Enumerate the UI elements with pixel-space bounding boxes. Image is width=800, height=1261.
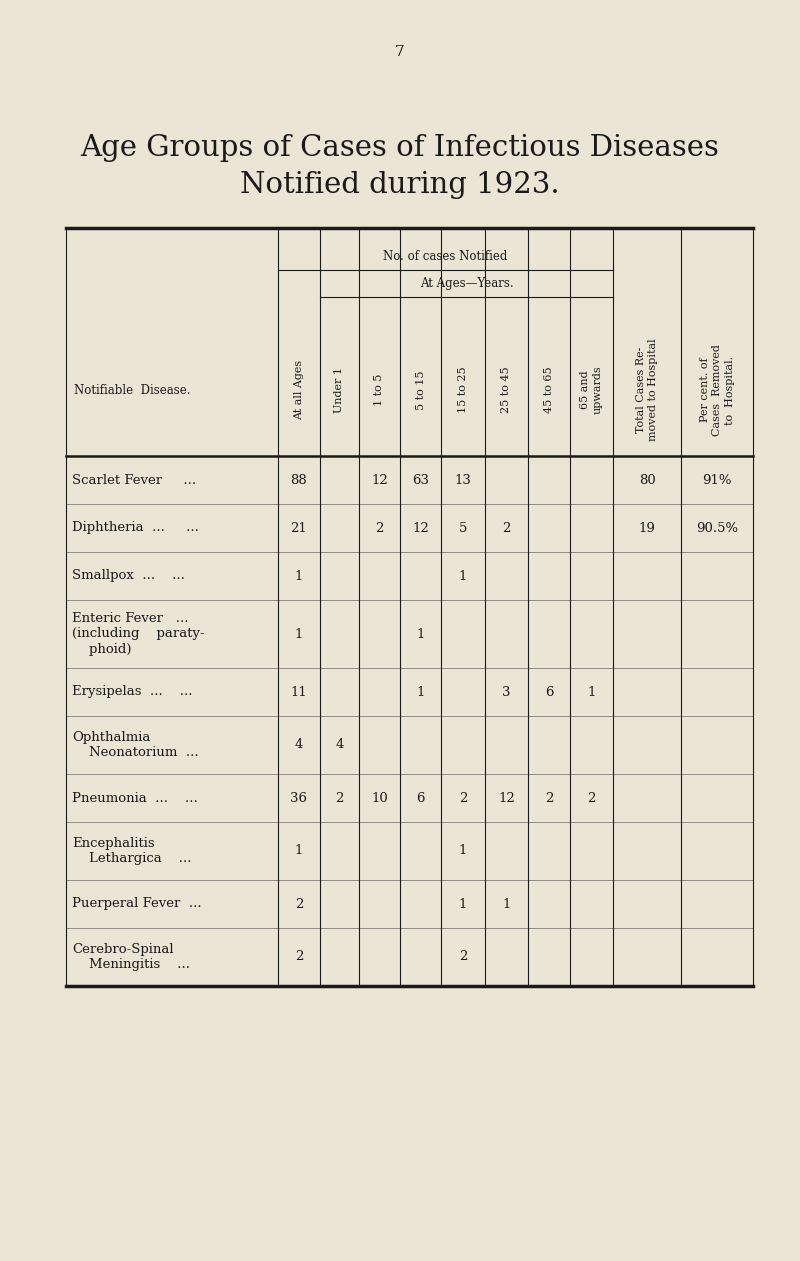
Text: 1: 1 bbox=[587, 686, 595, 699]
Text: 63: 63 bbox=[412, 473, 429, 487]
Text: Cerebro-Spinal: Cerebro-Spinal bbox=[72, 943, 174, 956]
Text: Meningitis    ...: Meningitis ... bbox=[72, 958, 190, 971]
Text: 1: 1 bbox=[294, 845, 303, 857]
Text: 6: 6 bbox=[545, 686, 553, 699]
Text: 19: 19 bbox=[638, 522, 655, 535]
Text: 36: 36 bbox=[290, 792, 307, 805]
Text: 12: 12 bbox=[412, 522, 429, 535]
Text: No. of cases Notified: No. of cases Notified bbox=[383, 250, 507, 262]
Text: Per cent. of
Cases  Removed
to  Hospital.: Per cent. of Cases Removed to Hospital. bbox=[700, 344, 734, 436]
Text: Age Groups of Cases of Infectious Diseases: Age Groups of Cases of Infectious Diseas… bbox=[81, 134, 719, 161]
Text: 88: 88 bbox=[290, 473, 307, 487]
Text: 45 to 65: 45 to 65 bbox=[544, 367, 554, 414]
Text: 5: 5 bbox=[458, 522, 467, 535]
Text: 15 to 25: 15 to 25 bbox=[458, 367, 468, 414]
Text: At Ages—Years.: At Ages—Years. bbox=[419, 277, 514, 290]
Text: Ophthalmia: Ophthalmia bbox=[72, 731, 150, 744]
Text: 2: 2 bbox=[502, 522, 510, 535]
Text: 1: 1 bbox=[458, 898, 467, 910]
Text: 13: 13 bbox=[454, 473, 471, 487]
Text: 6: 6 bbox=[416, 792, 425, 805]
Text: 4: 4 bbox=[294, 739, 303, 752]
Text: 91%: 91% bbox=[702, 473, 732, 487]
Text: Puerperal Fever  ...: Puerperal Fever ... bbox=[72, 898, 202, 910]
Text: 2: 2 bbox=[458, 951, 467, 963]
Text: 3: 3 bbox=[502, 686, 510, 699]
Text: 80: 80 bbox=[638, 473, 655, 487]
Text: 1: 1 bbox=[416, 628, 425, 641]
Text: At all Ages: At all Ages bbox=[294, 359, 304, 420]
Text: 12: 12 bbox=[371, 473, 388, 487]
Text: Encephalitis: Encephalitis bbox=[72, 837, 154, 850]
Text: 2: 2 bbox=[294, 898, 303, 910]
Text: 2: 2 bbox=[545, 792, 553, 805]
Text: Pneumonia  ...    ...: Pneumonia ... ... bbox=[72, 792, 198, 805]
Text: 65 and
upwards: 65 and upwards bbox=[580, 366, 602, 415]
Text: 10: 10 bbox=[371, 792, 388, 805]
Text: Enteric Fever   ...: Enteric Fever ... bbox=[72, 613, 189, 625]
Text: 2: 2 bbox=[294, 951, 303, 963]
Text: 1: 1 bbox=[416, 686, 425, 699]
Text: 7: 7 bbox=[395, 45, 405, 59]
Text: Smallpox  ...    ...: Smallpox ... ... bbox=[72, 570, 185, 583]
Text: 2: 2 bbox=[587, 792, 595, 805]
Text: 1: 1 bbox=[294, 628, 303, 641]
Text: Total Cases Re-
moved to Hospital: Total Cases Re- moved to Hospital bbox=[636, 339, 658, 441]
Text: 5 to 15: 5 to 15 bbox=[415, 371, 426, 410]
Text: 25 to 45: 25 to 45 bbox=[502, 367, 511, 414]
Text: Erysipelas  ...    ...: Erysipelas ... ... bbox=[72, 686, 193, 699]
Text: Notified during 1923.: Notified during 1923. bbox=[240, 171, 560, 199]
Text: Neonatorium  ...: Neonatorium ... bbox=[72, 747, 198, 759]
Text: 1 to 5: 1 to 5 bbox=[374, 373, 385, 406]
Text: Diphtheria  ...     ...: Diphtheria ... ... bbox=[72, 522, 199, 535]
Text: phoid): phoid) bbox=[72, 643, 131, 656]
Text: 1: 1 bbox=[458, 570, 467, 583]
Text: 12: 12 bbox=[498, 792, 515, 805]
Text: Scarlet Fever     ...: Scarlet Fever ... bbox=[72, 473, 196, 487]
Text: 2: 2 bbox=[458, 792, 467, 805]
Text: 2: 2 bbox=[375, 522, 384, 535]
Text: Under 1: Under 1 bbox=[334, 367, 345, 414]
Text: 11: 11 bbox=[290, 686, 307, 699]
Text: 21: 21 bbox=[290, 522, 307, 535]
Text: 1: 1 bbox=[294, 570, 303, 583]
Text: 1: 1 bbox=[458, 845, 467, 857]
Text: Notifiable  Disease.: Notifiable Disease. bbox=[74, 383, 190, 396]
Text: Lethargica    ...: Lethargica ... bbox=[72, 852, 191, 865]
Text: 2: 2 bbox=[335, 792, 344, 805]
Text: 1: 1 bbox=[502, 898, 510, 910]
Text: 90.5%: 90.5% bbox=[696, 522, 738, 535]
Text: 4: 4 bbox=[335, 739, 344, 752]
Text: (including    paraty-: (including paraty- bbox=[72, 628, 205, 641]
